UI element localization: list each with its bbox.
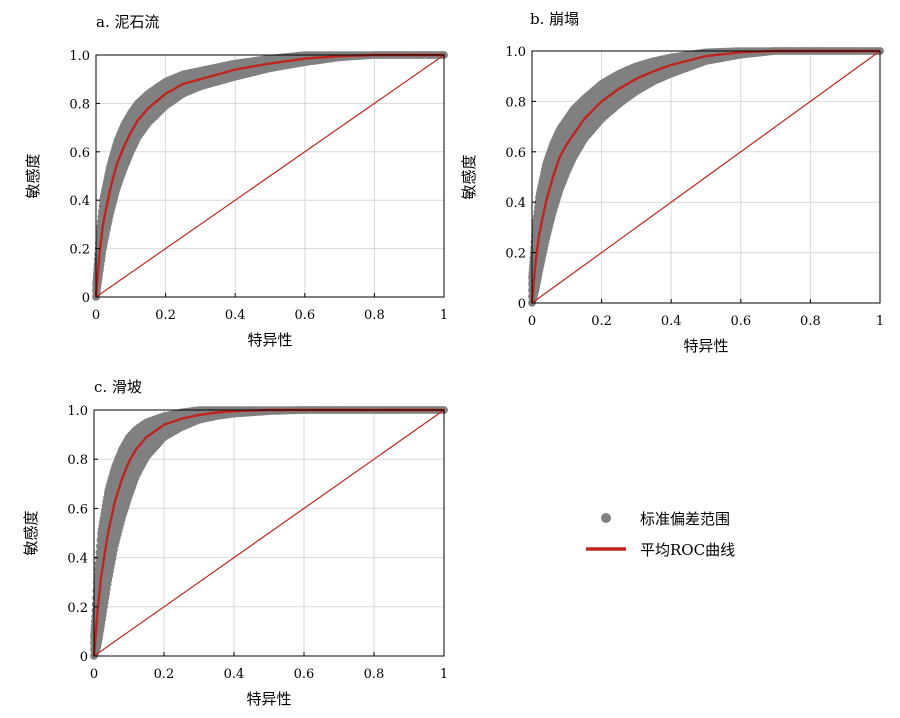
panel-title: b. 崩塌 <box>530 10 579 28</box>
y-axis-title: 敏感度 <box>22 510 40 555</box>
diagonal-reference-line <box>95 54 445 298</box>
x-tick-label: 0 <box>90 667 98 682</box>
x-tick-label: 0.6 <box>730 314 751 329</box>
y-tick-label: 0.4 <box>69 194 90 209</box>
y-tick-label: 0.2 <box>69 243 90 258</box>
legend-mean-label: 平均ROC曲线 <box>640 541 735 559</box>
x-tick-label: 1 <box>876 314 884 329</box>
x-tick-label: 1 <box>440 667 448 682</box>
y-tick-label: 0.2 <box>505 247 526 262</box>
x-tick-label: 0 <box>528 314 536 329</box>
y-tick-label: 0.6 <box>505 146 526 161</box>
roc-panel-1: a. 泥石流 0 0.2 0.4 0.6 0.8 1 0 0.2 0.4 0.6 0.8 1.0 特异性 敏… <box>24 13 448 349</box>
y-tick-label: 1.0 <box>69 49 90 64</box>
x-tick-label: 0.2 <box>154 667 175 682</box>
x-axis-title: 特异性 <box>683 337 728 355</box>
x-tick-label: 0.4 <box>225 308 246 323</box>
y-axis-title: 敏感度 <box>24 153 42 198</box>
y-tick-label: 1.0 <box>67 404 88 419</box>
roc-panel-2: b. 崩塌 0 0.2 0.4 0.6 0.8 1 0 0.2 0.4 0.6 0.8 1.0 特异性 敏感… <box>460 10 884 355</box>
x-tick-label: 0.2 <box>591 314 612 329</box>
legend: 标准偏差范围 平均ROC曲线 <box>586 510 735 559</box>
y-tick-label: 0.6 <box>69 146 90 161</box>
legend-band-label: 标准偏差范围 <box>640 510 730 528</box>
y-tick-label: 0.4 <box>505 196 526 211</box>
y-tick-label: 1.0 <box>505 45 526 60</box>
y-tick-label: 0 <box>82 291 90 306</box>
legend-band-marker <box>601 513 611 523</box>
x-axis-title: 特异性 <box>247 331 292 349</box>
x-tick-label: 1 <box>440 308 448 323</box>
x-tick-label: 0 <box>92 308 100 323</box>
y-tick-label: 0.2 <box>67 601 88 616</box>
y-tick-label: 0 <box>80 650 88 665</box>
y-axis-title: 敏感度 <box>460 154 478 199</box>
plot-frame <box>95 54 445 298</box>
x-tick-label: 0.8 <box>364 308 385 323</box>
x-tick-label: 0.6 <box>294 667 315 682</box>
y-tick-label: 0.8 <box>505 95 526 110</box>
x-tick-label: 0.6 <box>294 308 315 323</box>
y-tick-label: 0.8 <box>69 97 90 112</box>
roc-panel-3: c. 滑坡 0 0.2 0.4 0.6 0.8 1 0 0.2 0.4 0.6 0.8 1.0 特异性 敏感… <box>22 378 448 708</box>
x-tick-label: 0.2 <box>155 308 176 323</box>
x-tick-label: 0.4 <box>661 314 682 329</box>
x-axis-title: 特异性 <box>246 690 291 708</box>
plot-frame <box>93 409 445 657</box>
x-tick-label: 0.8 <box>800 314 821 329</box>
panel-title: c. 滑坡 <box>94 378 142 396</box>
panel-title: a. 泥石流 <box>96 13 159 31</box>
plot-frame <box>531 50 881 304</box>
mean-roc-curve <box>94 53 444 298</box>
x-tick-label: 0.4 <box>224 667 245 682</box>
y-tick-label: 0 <box>518 297 526 312</box>
y-tick-label: 0.8 <box>67 453 88 468</box>
y-tick-label: 0.4 <box>67 552 88 567</box>
x-tick-label: 0.8 <box>364 667 385 682</box>
diagonal-reference-line <box>531 50 881 304</box>
y-tick-label: 0.6 <box>67 502 88 517</box>
diagonal-reference-line <box>93 409 445 657</box>
